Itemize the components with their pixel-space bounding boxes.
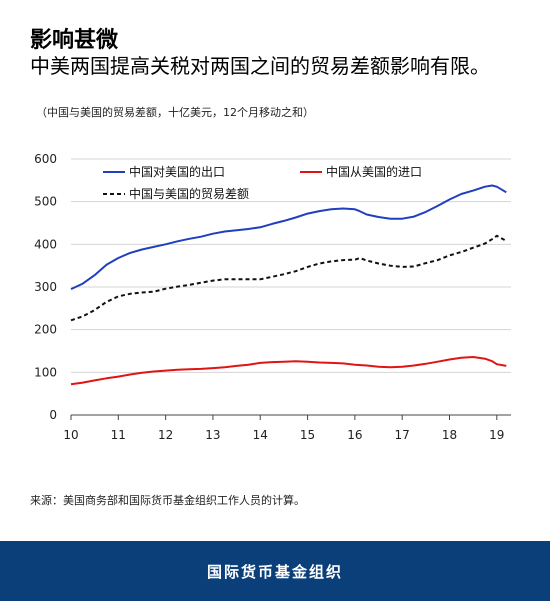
y-gridlines [71, 158, 511, 373]
x-tick-label: 10 [63, 428, 78, 442]
footer-banner: 国际货币基金组织 [0, 541, 550, 601]
series-line-1 [70, 184, 507, 291]
y-tick-label: 300 [34, 280, 57, 294]
y-tick-label: 100 [34, 365, 57, 379]
legend-label-2: 中国从美国的进口 [326, 164, 422, 179]
chart-title: 影响甚微 [30, 28, 119, 53]
y-tick-label: 200 [34, 323, 57, 337]
x-tick-labels: 10 11 12 13 14 15 16 17 18 19 [63, 428, 504, 442]
source-note: 来源：美国商务部和国际货币基金组织工作人员的计算。 [30, 494, 305, 507]
chart-subtitle: 中美两国提高关税对两国之间的贸易差额影响有限。 [30, 54, 490, 78]
org-name: 国际货币基金组织 [206, 562, 343, 581]
trade-line-chart: 0 100 200 300 400 500 600 10 11 12 13 14 15 16 17 18 19… [34, 152, 511, 442]
series-line-3 [70, 234, 507, 322]
x-tick-label: 11 [111, 428, 126, 442]
chart-note: （中国与美国的贸易差额，十亿美元，12个月移动之和） [36, 106, 314, 119]
x-tick-label: 19 [489, 428, 504, 442]
y-tick-labels: 0 100 200 300 400 500 600 [34, 152, 57, 422]
series-lines [70, 184, 507, 386]
axes [70, 414, 511, 420]
x-tick-label: 18 [442, 428, 457, 442]
x-tick-label: 15 [300, 428, 315, 442]
legend-label-1: 中国对美国的出口 [129, 164, 225, 179]
series-line-2 [70, 356, 507, 386]
y-tick-label: 500 [34, 195, 57, 209]
y-tick-label: 0 [49, 408, 57, 422]
x-tick-label: 17 [395, 428, 410, 442]
x-tick-label: 14 [253, 428, 268, 442]
x-tick-label: 16 [347, 428, 362, 442]
y-tick-label: 400 [34, 237, 57, 251]
x-tick-label: 13 [205, 428, 220, 442]
legend-label-3: 中国与美国的贸易差额 [129, 186, 249, 201]
y-tick-label: 600 [34, 152, 57, 166]
x-tick-label: 12 [158, 428, 173, 442]
